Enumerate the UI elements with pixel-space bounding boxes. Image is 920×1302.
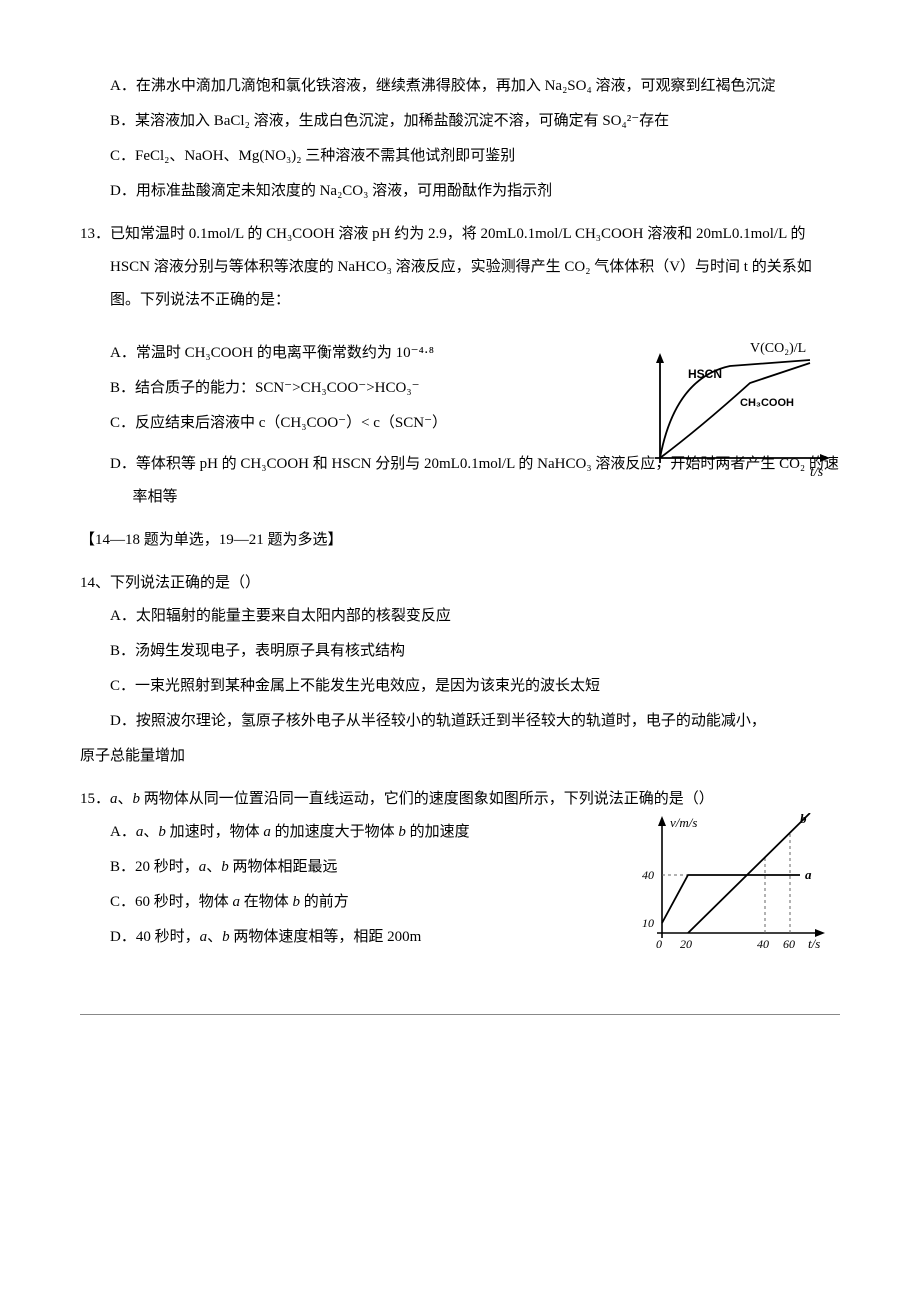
y-arrow-icon (656, 353, 664, 363)
option-text: B．某溶液加入 BaCl₂ 溶液，生成白色沉淀，加稀盐酸沉淀不溶，可确定有 SO… (110, 113, 669, 129)
x-axis-label: t/s (810, 465, 824, 480)
option-a: A．太阳辐射的能量主要来自太阳内部的核裂变反应 (110, 600, 840, 633)
option-d-tail: 原子总能量增加 (80, 740, 840, 773)
option-a: A．在沸水中滴加几滴饱和氯化铁溶液，继续煮沸得胶体，再加入 Na₂SO₄ 溶液，… (110, 70, 840, 103)
option-d: D．按照波尔理论，氢原子核外电子从半径较小的轨道跃迁到半径较大的轨道时，电子的动… (110, 705, 840, 738)
x-arrow-icon (820, 454, 830, 462)
y-arrow-icon (658, 816, 666, 826)
series-label-hscn: HSCN (688, 367, 722, 381)
question-13: 13．已知常温时 0.1mol/L 的 CH₃COOH 溶液 pH 约为 2.9… (80, 218, 840, 514)
option-block: A．在沸水中滴加几滴饱和氯化铁溶液，继续煮沸得胶体，再加入 Na₂SO₄ 溶液，… (110, 70, 840, 208)
series-a (662, 875, 800, 923)
y-tick-40: 40 (642, 868, 654, 882)
series-label-a: a (805, 867, 812, 882)
x-tick-40: 40 (757, 937, 769, 951)
chart-q13: V(CO₂)/L HSCN CH₃COOH t/s (640, 338, 840, 511)
series-label-b: b (800, 813, 807, 826)
chart-q15: v/m/s t/s a b 40 10 0 20 40 60 (640, 813, 840, 976)
option-text: A．a、b 加速时，物体 a 的加速度大于物体 b 的加速度 (110, 824, 470, 840)
stem-text: 15．a、b 两物体从同一位置沿同一直线运动，它们的速度图象如图所示，下列说法正… (80, 791, 714, 807)
series-hscn (660, 360, 810, 458)
section-note: 【14—18 题为单选，19—21 题为多选】 (80, 524, 840, 557)
option-text: D．用标准盐酸滴定未知浓度的 Na₂CO₃ 溶液，可用酚酞作为指示剂 (110, 183, 552, 199)
y-tick-10: 10 (642, 916, 654, 930)
question-15: 15．a、b 两物体从同一位置沿同一直线运动，它们的速度图象如图所示，下列说法正… (80, 783, 840, 954)
option-text: C．反应结束后溶液中 c（CH₃COO⁻）< c（SCN⁻） (110, 415, 447, 431)
question-stem: 13．已知常温时 0.1mol/L 的 CH₃COOH 溶液 pH 约为 2.9… (80, 218, 840, 317)
option-b: B．某溶液加入 BaCl₂ 溶液，生成白色沉淀，加稀盐酸沉淀不溶，可确定有 SO… (110, 105, 840, 138)
x-axis-label: t/s (808, 936, 820, 951)
chart-svg: v/m/s t/s a b 40 10 0 20 40 60 (640, 813, 840, 963)
option-text: C．FeCl₂、NaOH、Mg(NO₃)₂ 三种溶液不需其他试剂即可鉴别 (110, 148, 515, 164)
series-b (688, 813, 810, 933)
option-text: B．20 秒时，a、b 两物体相距最远 (110, 859, 338, 875)
question-14: 14、下列说法正确的是（） A．太阳辐射的能量主要来自太阳内部的核裂变反应 B．… (80, 567, 840, 773)
option-text: D．按照波尔理论，氢原子核外电子从半径较小的轨道跃迁到半径较大的轨道时，电子的动… (110, 713, 766, 729)
y-axis-label: V(CO₂)/L (750, 341, 806, 356)
option-b: B．汤姆生发现电子，表明原子具有核式结构 (110, 635, 840, 668)
footer-divider (80, 1014, 840, 1015)
series-ch3cooh (660, 363, 810, 458)
option-block: A．太阳辐射的能量主要来自太阳内部的核裂变反应 B．汤姆生发现电子，表明原子具有… (110, 600, 840, 738)
option-text: B．汤姆生发现电子，表明原子具有核式结构 (110, 643, 405, 659)
series-label-ch3cooh: CH₃COOH (740, 397, 794, 409)
option-text: C．一束光照射到某种金属上不能发生光电效应，是因为该束光的波长太短 (110, 678, 600, 694)
section-note-text: 【14—18 题为单选，19—21 题为多选】 (80, 532, 343, 548)
option-text: A．在沸水中滴加几滴饱和氯化铁溶液，继续煮沸得胶体，再加入 Na₂SO₄ 溶液，… (110, 78, 775, 94)
question-12-options: A．在沸水中滴加几滴饱和氯化铁溶液，继续煮沸得胶体，再加入 Na₂SO₄ 溶液，… (80, 70, 840, 208)
x-tick-20: 20 (680, 937, 692, 951)
origin-label: 0 (656, 937, 662, 951)
option-c: C．FeCl₂、NaOH、Mg(NO₃)₂ 三种溶液不需其他试剂即可鉴别 (110, 140, 840, 173)
option-d: D．用标准盐酸滴定未知浓度的 Na₂CO₃ 溶液，可用酚酞作为指示剂 (110, 175, 840, 208)
option-text: A．太阳辐射的能量主要来自太阳内部的核裂变反应 (110, 608, 451, 624)
option-text: B．结合质子的能力：SCN⁻>CH₃COO⁻>HCO₃⁻ (110, 380, 420, 396)
question-stem: 15．a、b 两物体从同一位置沿同一直线运动，它们的速度图象如图所示，下列说法正… (80, 783, 840, 816)
option-text: D．40 秒时，a、b 两物体速度相等，相距 200m (110, 929, 421, 945)
question-stem: 14、下列说法正确的是（） (80, 567, 840, 600)
chart-svg: V(CO₂)/L HSCN CH₃COOH t/s (640, 338, 840, 498)
option-text: C．60 秒时，物体 a 在物体 b 的前方 (110, 894, 349, 910)
option-c: C．一束光照射到某种金属上不能发生光电效应，是因为该束光的波长太短 (110, 670, 840, 703)
x-tick-60: 60 (783, 937, 795, 951)
option-text: A．常温时 CH₃COOH 的电离平衡常数约为 10⁻⁴·⁸ (110, 345, 434, 361)
y-axis-label: v/m/s (670, 815, 697, 830)
